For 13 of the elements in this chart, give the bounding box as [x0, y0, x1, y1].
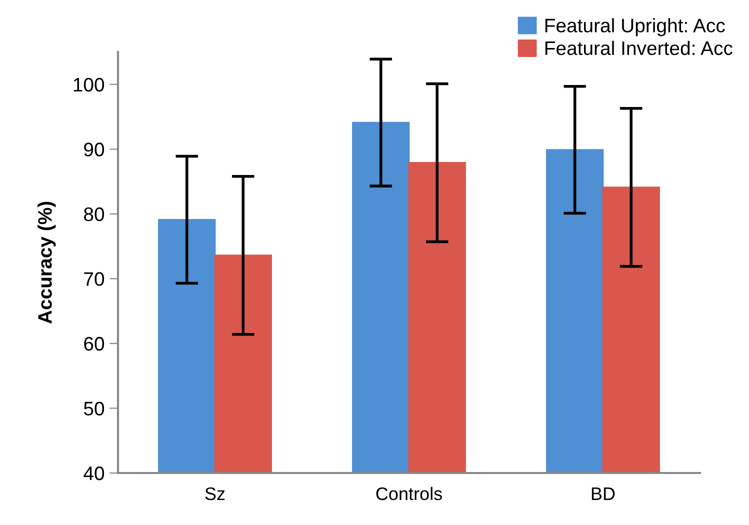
y-tick-label: 50: [84, 402, 104, 416]
y-tick-label: 60: [84, 336, 104, 351]
legend-label: Featural Inverted: Acc: [545, 40, 732, 56]
y-tick-label: 80: [84, 207, 104, 222]
y-axis-title: Accuracy (%): [38, 202, 56, 324]
x-tick-label: BD: [592, 488, 615, 500]
legend-label: Featural Upright: Acc: [545, 18, 725, 36]
x-tick-label: Sz: [205, 487, 225, 500]
y-tick-label: 70: [84, 272, 104, 286]
y-tick-label: 40: [84, 466, 104, 480]
x-tick-label: Controls: [376, 486, 442, 500]
y-tick-label: 90: [84, 142, 104, 156]
y-tick-label: 100: [74, 78, 104, 92]
